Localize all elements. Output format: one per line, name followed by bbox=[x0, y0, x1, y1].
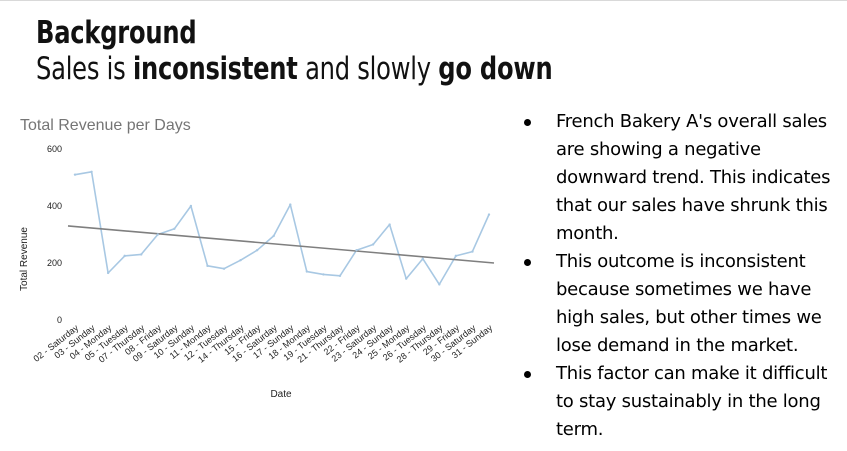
data-point bbox=[189, 204, 193, 208]
y-tick-label: 200 bbox=[47, 258, 62, 268]
data-point bbox=[289, 203, 292, 206]
bullet-item: This factor can make it difficult to sta… bbox=[518, 360, 840, 444]
data-point bbox=[255, 248, 259, 252]
slide-heading: Background Sales is inconsistent and slo… bbox=[36, 15, 553, 88]
y-tick-label: 0 bbox=[57, 315, 62, 325]
bullet-text: This outcome is inconsistent because som… bbox=[556, 251, 822, 356]
data-point bbox=[471, 250, 474, 253]
data-point bbox=[338, 274, 342, 278]
bullet-item: French Bakery A's overall sales are show… bbox=[518, 108, 840, 248]
data-point bbox=[305, 270, 309, 273]
bullet-dot bbox=[524, 119, 531, 126]
series-points bbox=[73, 170, 491, 286]
data-point bbox=[355, 248, 358, 252]
y-tick-label: 600 bbox=[47, 144, 62, 154]
data-point bbox=[173, 227, 176, 230]
bullet-dot bbox=[524, 371, 531, 378]
chart-title: Total Revenue per Days bbox=[20, 117, 191, 134]
data-point bbox=[123, 254, 126, 258]
data-point bbox=[90, 170, 93, 173]
subtitle-part: and slowly bbox=[297, 50, 439, 87]
bullet-item: This outcome is inconsistent because som… bbox=[518, 248, 840, 360]
x-axis-label: Date bbox=[270, 389, 292, 400]
data-point bbox=[272, 234, 275, 238]
bullet-text: French Bakery A's overall sales are show… bbox=[556, 111, 831, 244]
subtitle-part: Sales is bbox=[36, 50, 133, 87]
slide-subtitle: Sales is inconsistent and slowly go down bbox=[36, 50, 553, 88]
data-point bbox=[206, 264, 209, 268]
data-point bbox=[140, 253, 143, 256]
subtitle-part-bold: go down bbox=[438, 50, 553, 87]
bullet-dot bbox=[524, 259, 531, 266]
revenue-series-line bbox=[74, 171, 490, 286]
data-point bbox=[421, 257, 424, 260]
y-tick-label: 400 bbox=[47, 201, 62, 211]
data-point bbox=[371, 243, 375, 246]
data-point bbox=[454, 254, 458, 258]
trend-line bbox=[67, 225, 495, 264]
y-axis-label: Total Revenue bbox=[19, 227, 30, 291]
data-point bbox=[106, 271, 110, 275]
data-point bbox=[156, 233, 159, 236]
y-axis-ticks: 0 200 400 600 bbox=[47, 144, 62, 325]
data-point bbox=[73, 173, 77, 176]
bullet-text: This factor can make it difficult to sta… bbox=[556, 363, 828, 440]
data-point bbox=[322, 273, 325, 276]
data-point bbox=[222, 267, 226, 270]
bullet-list: French Bakery A's overall sales are show… bbox=[518, 108, 840, 444]
data-point bbox=[438, 283, 441, 286]
top-rule bbox=[0, 0, 847, 1]
data-point bbox=[388, 223, 391, 226]
slide-title: Background bbox=[36, 15, 197, 51]
data-point bbox=[405, 277, 408, 280]
data-point bbox=[487, 213, 491, 216]
revenue-line-chart: Total Revenue per Days Total Revenue Dat… bbox=[19, 117, 495, 400]
data-point bbox=[239, 258, 242, 262]
subtitle-part-bold: inconsistent bbox=[132, 50, 298, 87]
